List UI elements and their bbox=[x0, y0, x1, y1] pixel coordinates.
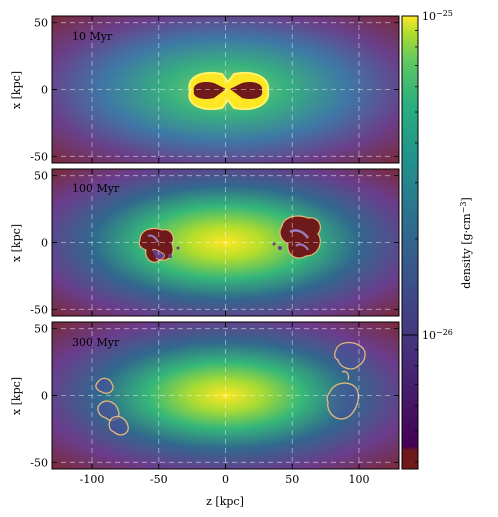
y-axis-label: x [kpc] bbox=[10, 377, 23, 415]
jet-lobes bbox=[95, 341, 366, 436]
y-tick-label: -50 bbox=[30, 456, 48, 469]
grid-lines bbox=[52, 16, 399, 163]
jet-cocoon bbox=[188, 72, 270, 110]
y-tick-label: 50 bbox=[34, 323, 48, 336]
colorbar-tick-label: 10−25 bbox=[422, 9, 453, 24]
panel-100-myr: -50 0 50 100 Myr x [kpc] bbox=[10, 168, 400, 317]
panel-label: 300 Myr bbox=[72, 336, 120, 349]
y-tick-label: 0 bbox=[41, 390, 48, 403]
panel-label: 10 Myr bbox=[72, 30, 113, 43]
y-tick-label: 50 bbox=[34, 170, 48, 183]
y-tick-label: -50 bbox=[30, 150, 48, 163]
grid-lines bbox=[52, 169, 399, 316]
colorbar-label: density [g·cm−3] bbox=[459, 197, 474, 288]
y-tick-label: 0 bbox=[41, 84, 48, 97]
colorbar-ticks bbox=[402, 15, 418, 463]
y-axis-label: x [kpc] bbox=[10, 224, 23, 262]
x-tick-label: -50 bbox=[150, 473, 168, 486]
y-tick-label: 50 bbox=[34, 17, 48, 30]
colorbar: 10−25 10−26 density [g·cm−3] bbox=[401, 9, 474, 470]
y-tick-label: 0 bbox=[41, 237, 48, 250]
panel-300-myr: -100 -50 0 50 100 -50 0 50 300 Myr x [kpc] bbox=[10, 321, 400, 486]
colorbar-tick-labels: 10−25 10−26 bbox=[422, 9, 453, 342]
y-axis-label: x [kpc] bbox=[10, 71, 23, 109]
x-tick-label: 50 bbox=[285, 473, 299, 486]
x-tick-label: 0 bbox=[222, 473, 229, 486]
grid-lines bbox=[52, 322, 399, 469]
axis-ticks: -100 -50 0 50 100 -50 0 50 bbox=[30, 322, 399, 486]
axis-ticks: -50 0 50 bbox=[30, 169, 399, 316]
x-tick-label: 100 bbox=[348, 473, 369, 486]
y-tick-label: -50 bbox=[30, 303, 48, 316]
jet-lobes bbox=[138, 215, 321, 263]
panel-10-myr: -50 0 50 10 Myr x [kpc] bbox=[10, 15, 400, 164]
panel-label: 100 Myr bbox=[72, 182, 120, 195]
x-tick-label: -100 bbox=[80, 473, 105, 486]
x-axis-label: z [kpc] bbox=[206, 495, 244, 508]
colorbar-tick-label: 10−26 bbox=[422, 327, 453, 342]
colorbar-gradient bbox=[402, 16, 418, 469]
axis-ticks: -50 0 50 bbox=[30, 16, 399, 163]
